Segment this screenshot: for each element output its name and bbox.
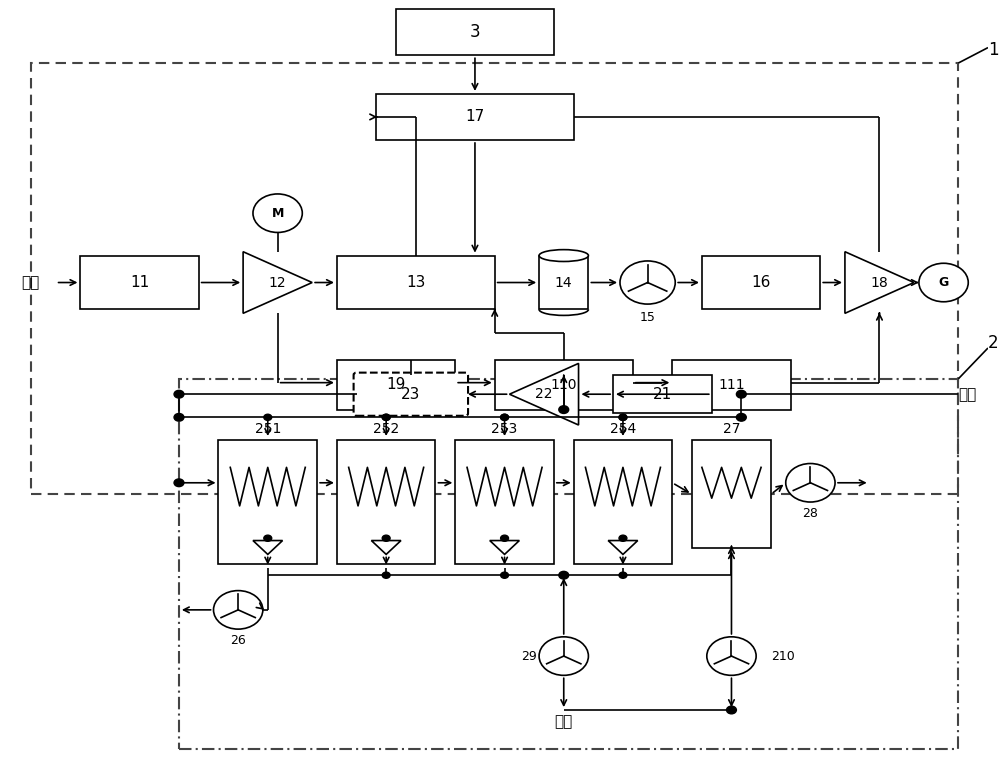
Text: 210: 210 <box>771 649 795 662</box>
Polygon shape <box>608 540 638 554</box>
Polygon shape <box>509 363 579 425</box>
Bar <box>337 359 455 410</box>
Text: 253: 253 <box>491 422 518 436</box>
Text: 15: 15 <box>640 311 656 324</box>
Bar <box>692 441 771 548</box>
Circle shape <box>174 414 184 421</box>
Circle shape <box>559 406 569 414</box>
Circle shape <box>382 535 390 541</box>
Text: 18: 18 <box>871 275 888 290</box>
Text: 28: 28 <box>802 507 818 520</box>
Text: G: G <box>938 276 949 289</box>
Text: 110: 110 <box>550 377 577 392</box>
Text: 251: 251 <box>255 422 281 436</box>
Circle shape <box>253 194 302 233</box>
Circle shape <box>619 535 627 541</box>
Bar <box>218 441 317 564</box>
Circle shape <box>501 414 508 421</box>
Bar <box>574 441 672 564</box>
Bar <box>80 256 199 309</box>
Text: 22: 22 <box>535 387 553 401</box>
Text: 13: 13 <box>406 275 425 290</box>
Text: 蕲汽: 蕲汽 <box>958 386 977 402</box>
Text: 12: 12 <box>269 275 286 290</box>
Text: M: M <box>271 206 284 220</box>
Circle shape <box>619 414 627 421</box>
Bar <box>495 359 633 410</box>
Circle shape <box>174 390 184 398</box>
Circle shape <box>786 464 835 502</box>
Text: 252: 252 <box>373 422 399 436</box>
Polygon shape <box>490 540 519 554</box>
Ellipse shape <box>539 250 588 261</box>
Circle shape <box>919 264 968 301</box>
Bar <box>455 441 554 564</box>
Circle shape <box>174 479 184 487</box>
Bar <box>672 359 791 410</box>
Text: 2: 2 <box>988 334 999 352</box>
Circle shape <box>559 571 569 579</box>
Circle shape <box>382 572 390 578</box>
Circle shape <box>620 261 675 304</box>
Text: 17: 17 <box>465 110 485 124</box>
Text: 1: 1 <box>988 41 999 60</box>
Circle shape <box>382 414 390 421</box>
Bar <box>179 379 958 748</box>
Circle shape <box>619 414 627 421</box>
Text: 海水: 海水 <box>555 714 573 729</box>
Circle shape <box>539 637 588 676</box>
Text: 29: 29 <box>521 649 537 662</box>
Polygon shape <box>845 252 914 313</box>
Circle shape <box>727 707 736 713</box>
Circle shape <box>501 572 508 578</box>
Text: 23: 23 <box>401 386 421 402</box>
Circle shape <box>214 591 263 629</box>
Circle shape <box>501 414 508 421</box>
Bar <box>337 256 495 309</box>
Text: 3: 3 <box>470 23 480 41</box>
Circle shape <box>736 390 746 398</box>
Circle shape <box>501 535 508 541</box>
FancyBboxPatch shape <box>354 373 468 416</box>
Circle shape <box>264 414 272 421</box>
Text: 111: 111 <box>718 377 745 392</box>
Circle shape <box>264 535 272 541</box>
Polygon shape <box>371 540 401 554</box>
Bar <box>337 441 435 564</box>
Text: 21: 21 <box>653 386 672 402</box>
Bar <box>31 63 958 494</box>
Bar <box>702 256 820 309</box>
Circle shape <box>707 637 756 676</box>
Circle shape <box>619 572 627 578</box>
Polygon shape <box>243 252 312 313</box>
Bar <box>613 375 712 414</box>
Text: 空气: 空气 <box>21 275 39 290</box>
Text: 16: 16 <box>751 275 771 290</box>
Bar <box>396 9 554 56</box>
Bar <box>539 256 588 309</box>
Text: 11: 11 <box>130 275 149 290</box>
Circle shape <box>736 414 746 421</box>
Text: 26: 26 <box>230 634 246 647</box>
Polygon shape <box>253 540 283 554</box>
Bar <box>376 94 574 140</box>
Text: 14: 14 <box>555 275 573 290</box>
Text: 254: 254 <box>610 422 636 436</box>
Circle shape <box>382 414 390 421</box>
Text: 27: 27 <box>723 422 740 436</box>
Text: 19: 19 <box>386 377 406 392</box>
